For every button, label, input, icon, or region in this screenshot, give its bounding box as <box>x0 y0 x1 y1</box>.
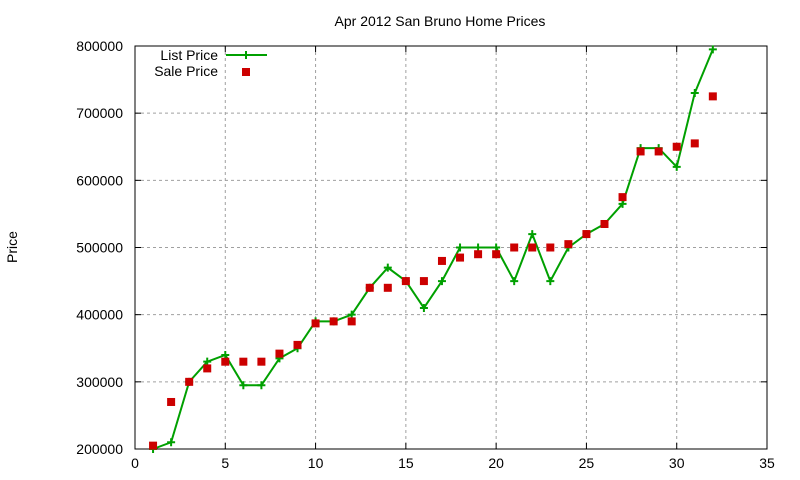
x-tick-label: 30 <box>669 455 685 471</box>
list-price-marker <box>167 438 176 447</box>
sale-price-marker <box>546 243 555 252</box>
legend-label-sale: Sale Price <box>154 63 218 79</box>
sale-price-marker <box>582 230 591 239</box>
sale-price-marker <box>203 364 212 373</box>
plot-frame <box>134 45 768 450</box>
x-tick-label: 20 <box>488 455 504 471</box>
x-tick-label: 0 <box>131 455 139 471</box>
list-price-marker <box>347 310 356 319</box>
sale-price-marker <box>185 377 194 386</box>
list-price-marker <box>203 357 212 366</box>
x-tick-label: 35 <box>759 455 775 471</box>
legend-square-icon <box>242 68 250 76</box>
x-axis-ticks: 0 5 10 15 20 25 30 35 <box>131 46 775 471</box>
sale-price-marker <box>239 357 248 366</box>
list-price-marker <box>257 381 266 390</box>
series-layer <box>149 45 717 453</box>
legend: List Price Sale Price <box>154 47 267 79</box>
legend-cross-icon <box>242 51 250 59</box>
sale-price-marker <box>600 219 609 228</box>
list-price-marker <box>708 45 717 54</box>
list-price-marker <box>492 243 501 252</box>
list-price-marker <box>690 89 699 98</box>
list-price-marker <box>437 277 446 286</box>
sale-price-marker <box>672 142 681 151</box>
y-tick-label: 400000 <box>76 307 123 323</box>
x-tick-label: 10 <box>308 455 324 471</box>
x-tick-label: 25 <box>579 455 595 471</box>
y-axis-label: Price <box>4 231 20 263</box>
list-price-marker <box>456 243 465 252</box>
sale-price-marker <box>654 147 663 156</box>
list-price-marker <box>528 230 537 239</box>
sale-price-marker <box>383 283 392 292</box>
sale-price-marker <box>474 250 483 259</box>
sale-price-marker <box>365 283 374 292</box>
list-price-marker <box>474 243 483 252</box>
legend-label-list: List Price <box>160 47 218 63</box>
sale-price-marker <box>690 139 699 148</box>
x-tick-label: 5 <box>221 455 229 471</box>
sale-price-marker <box>167 397 176 406</box>
sale-price-marker <box>708 92 717 101</box>
y-tick-label: 200000 <box>76 441 123 457</box>
sale-price-marker <box>221 357 230 366</box>
list-price-marker <box>383 263 392 272</box>
sale-price-marker <box>401 277 410 286</box>
y-tick-label: 800000 <box>76 38 123 54</box>
sale-price-marker <box>636 147 645 156</box>
list-price-marker <box>419 303 428 312</box>
y-tick-label: 500000 <box>76 240 123 256</box>
sale-price-marker <box>257 357 266 366</box>
y-tick-label: 700000 <box>76 105 123 121</box>
list-price-line <box>152 48 714 450</box>
y-tick-label: 600000 <box>76 172 123 188</box>
list-price-marker <box>239 381 248 390</box>
list-price-marker <box>546 277 555 286</box>
x-tick-label: 15 <box>398 455 414 471</box>
sale-price-marker <box>149 441 158 450</box>
list-price-marker <box>510 277 519 286</box>
sale-price-marker <box>618 193 627 202</box>
sale-price-marker <box>293 340 302 349</box>
list-price-marker <box>221 350 230 359</box>
list-price-marker <box>618 199 627 208</box>
sale-price-marker <box>347 317 356 326</box>
sale-price-marker <box>510 243 519 252</box>
grid-lines <box>135 46 767 449</box>
y-tick-label: 300000 <box>76 374 123 390</box>
sale-price-marker <box>329 317 338 326</box>
sale-price-marker <box>456 253 465 262</box>
sale-price-marker <box>492 250 501 259</box>
sale-price-marker <box>311 319 320 328</box>
sale-price-marker <box>564 240 573 249</box>
list-price-marker <box>672 162 681 171</box>
sale-price-marker <box>419 277 428 286</box>
chart-title: Apr 2012 San Bruno Home Prices <box>335 13 546 29</box>
y-axis-ticks: 200000 300000 400000 500000 600000 700000 8000… <box>76 38 767 457</box>
sale-price-marker <box>528 243 537 252</box>
sale-price-marker <box>437 256 446 265</box>
sale-price-marker <box>275 349 284 358</box>
